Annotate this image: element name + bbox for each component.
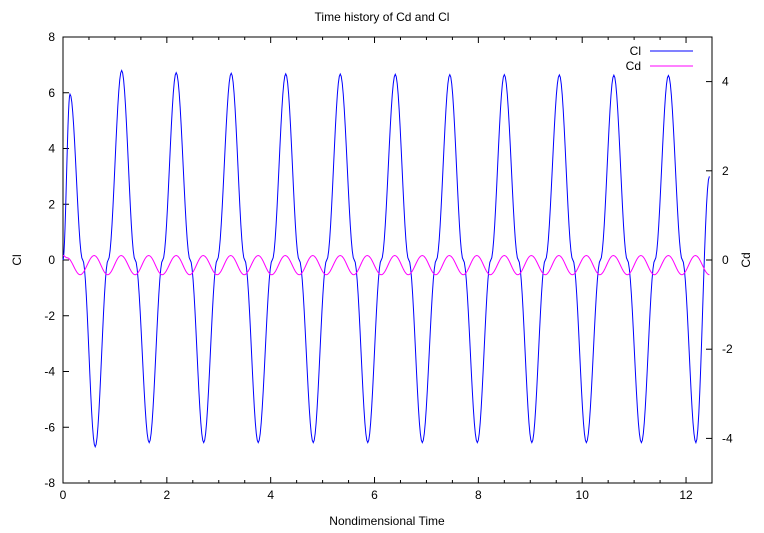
legend-label-cd: Cd (626, 59, 641, 73)
y-left-tick-label: 2 (48, 197, 55, 211)
y-left-axis-ticks: 8 6 4 2 0 -2 -4 -6 -8 (44, 30, 69, 490)
y-left-axis-title: Cl (10, 254, 24, 265)
plot-area (62, 36, 713, 484)
y-left-tick-label: -2 (44, 309, 55, 323)
y-left-tick-label: -4 (44, 365, 55, 379)
x-tick-label: 10 (576, 488, 590, 502)
x-axis-ticks: 0 2 4 6 8 10 12 (60, 37, 693, 502)
y-left-tick-label: 8 (48, 30, 55, 44)
y-right-axis-ticks: 4 2 0 -2 -4 (706, 75, 733, 445)
series-line-cl (62, 69, 710, 449)
x-tick-label: 2 (163, 488, 170, 502)
y-right-tick-label: 2 (722, 164, 729, 178)
series-line-cd (62, 255, 710, 276)
x-axis-title: Nondimensional Time (329, 514, 445, 528)
y-right-axis-title: Cd (739, 252, 753, 267)
x-tick-label: 12 (679, 488, 693, 502)
y-left-tick-label: -6 (44, 420, 55, 434)
y-right-tick-label: -4 (722, 431, 733, 445)
x-tick-label: 4 (267, 488, 274, 502)
series-layer (62, 69, 710, 449)
y-left-tick-label: 0 (48, 253, 55, 267)
chart-title: Time history of Cd and Cl (315, 10, 450, 24)
legend-label-cl: Cl (630, 44, 641, 58)
y-left-tick-label: -8 (44, 476, 55, 490)
plot-frame (62, 36, 713, 484)
x-tick-label: 6 (371, 488, 378, 502)
x-tick-label: 0 (60, 488, 67, 502)
y-right-tick-label: 4 (722, 75, 729, 89)
y-left-tick-label: 6 (48, 86, 55, 100)
x-tick-label: 8 (475, 488, 482, 502)
y-right-tick-label: 0 (722, 253, 729, 267)
y-right-tick-label: -2 (722, 342, 733, 356)
y-left-tick-label: 4 (48, 142, 55, 156)
